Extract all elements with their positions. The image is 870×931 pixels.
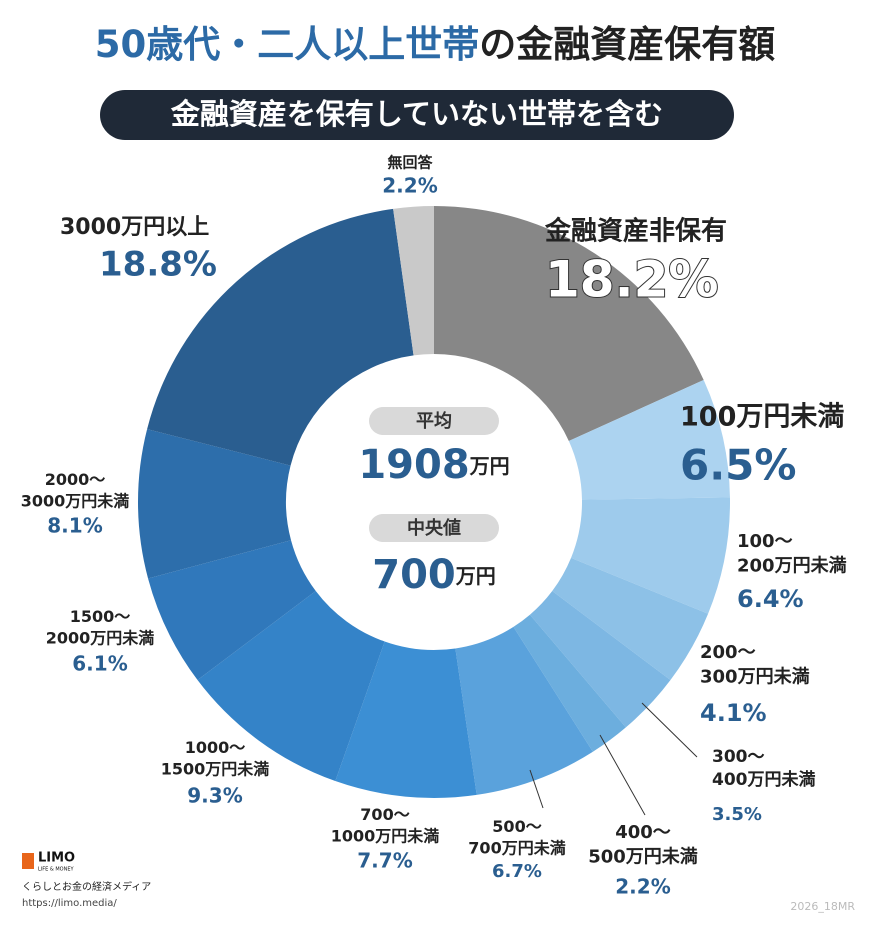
category-label: 200～ 300万円未満 bbox=[700, 642, 810, 687]
mean-pill bbox=[369, 407, 499, 435]
value-label: 8.1% bbox=[47, 514, 102, 538]
subtitle: 金融資産を保有していない世帯を含む bbox=[170, 97, 663, 131]
mean-label: 平均 bbox=[416, 410, 452, 432]
median-pill bbox=[369, 514, 499, 542]
median-label: 中央値 bbox=[407, 517, 461, 539]
logo: LIMO bbox=[38, 851, 75, 866]
title-rest: の金融資産保有額 bbox=[479, 23, 775, 66]
value-label: 18.8% bbox=[99, 245, 217, 285]
wedge bbox=[434, 206, 704, 441]
value-label: 6.5% bbox=[680, 441, 796, 490]
wedge bbox=[513, 614, 626, 752]
wedge bbox=[571, 497, 730, 614]
value-label: 6.7% bbox=[492, 861, 542, 882]
url: https://limo.media/ bbox=[22, 898, 117, 909]
value-label: 9.3% bbox=[187, 784, 242, 808]
category-label: 2000～ 3000万円未満 bbox=[21, 470, 130, 511]
category-label: 500～ 700万円未満 bbox=[468, 817, 565, 858]
mean-unit: 万円 bbox=[469, 454, 510, 478]
mean-number: 1908 bbox=[358, 442, 469, 488]
category-label: 無回答 bbox=[387, 154, 433, 172]
category-label: 300～ 400万円未満 bbox=[712, 747, 816, 790]
logo-sub: LIFE & MONEY bbox=[38, 867, 75, 873]
median-unit: 万円 bbox=[455, 564, 496, 588]
code: 2026_18MR bbox=[790, 900, 855, 913]
title-highlight: 50歳代・二人以上世帯 bbox=[95, 23, 480, 66]
value-label: 4.1% bbox=[700, 699, 767, 727]
value-label: 2.2% bbox=[382, 174, 437, 198]
value-label: 7.7% bbox=[357, 849, 412, 873]
value-label: 6.4% bbox=[737, 585, 804, 613]
category-label: 金融資産非保有 bbox=[544, 216, 727, 247]
leader-line bbox=[641, 702, 698, 758]
wedge bbox=[137, 429, 292, 579]
wedge bbox=[148, 540, 316, 681]
median-value: 700万円 bbox=[372, 552, 496, 598]
category-label: 1000～ 1500万円未満 bbox=[161, 738, 270, 779]
value-label: 3.5% bbox=[712, 804, 762, 825]
wedge bbox=[197, 591, 385, 782]
wedge bbox=[147, 208, 414, 466]
wedge bbox=[393, 206, 434, 356]
category-label: 100万円未満 bbox=[680, 402, 844, 433]
category-label: 700～ 1000万円未満 bbox=[331, 805, 440, 846]
category-label: 3000万円以上 bbox=[60, 215, 209, 240]
leader-line bbox=[599, 734, 646, 816]
category-label: 1500～ 2000万円未満 bbox=[46, 607, 155, 648]
wedge bbox=[529, 591, 671, 728]
value-label: 18.2% bbox=[545, 251, 718, 309]
wedge bbox=[568, 379, 730, 500]
median-number: 700 bbox=[372, 552, 456, 598]
title: 50歳代・二人以上世帯の金融資産保有額 bbox=[95, 23, 776, 66]
wedge bbox=[552, 557, 709, 681]
value-label: 6.1% bbox=[72, 652, 127, 676]
value-label: 2.2% bbox=[615, 875, 670, 899]
wedge bbox=[335, 641, 477, 798]
category-label: 400～ 500万円未満 bbox=[588, 822, 698, 867]
logo-icon bbox=[22, 853, 34, 869]
wedge bbox=[455, 626, 593, 795]
mean-value: 1908万円 bbox=[358, 442, 509, 488]
leader-line bbox=[529, 769, 544, 809]
subtitle-box bbox=[100, 90, 734, 140]
category-label: 100～ 200万円未満 bbox=[737, 531, 847, 576]
tagline: くらしとお金の経済メディア bbox=[22, 880, 151, 893]
